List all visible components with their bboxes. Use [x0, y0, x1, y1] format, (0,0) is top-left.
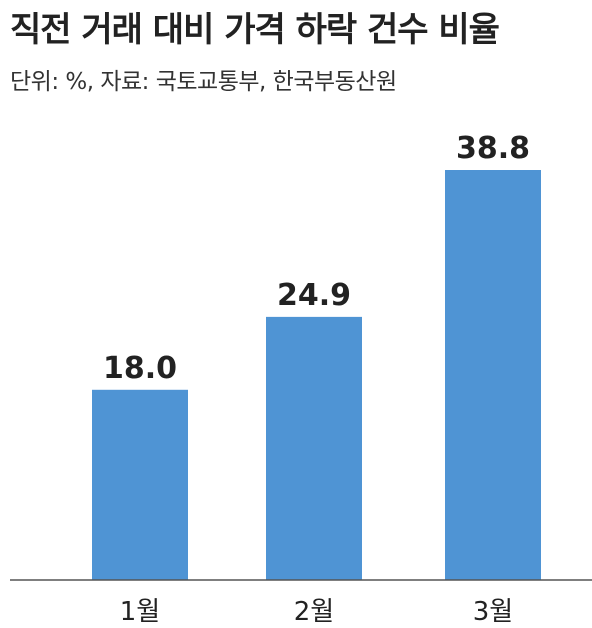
bars-layer [92, 170, 541, 580]
labels-layer: 18.0 1월 24.9 2월 38.8 3월 [103, 131, 530, 627]
bar-3 [445, 170, 541, 580]
chart-title: 직전 거래 대비 가격 하락 건수 비율 [10, 10, 500, 50]
x-tick-label-2: 2월 [294, 597, 334, 627]
value-label-2: 24.9 [277, 278, 351, 313]
x-tick-label-3: 3월 [473, 597, 513, 627]
value-label-3: 38.8 [456, 131, 530, 166]
value-label-1: 18.0 [103, 351, 177, 386]
bar-1 [92, 389, 188, 580]
chart-subtitle: 단위: %, 자료: 국토교통부, 한국부동산원 [10, 69, 397, 95]
x-tick-label-1: 1월 [120, 597, 160, 627]
bar-2 [266, 316, 362, 580]
